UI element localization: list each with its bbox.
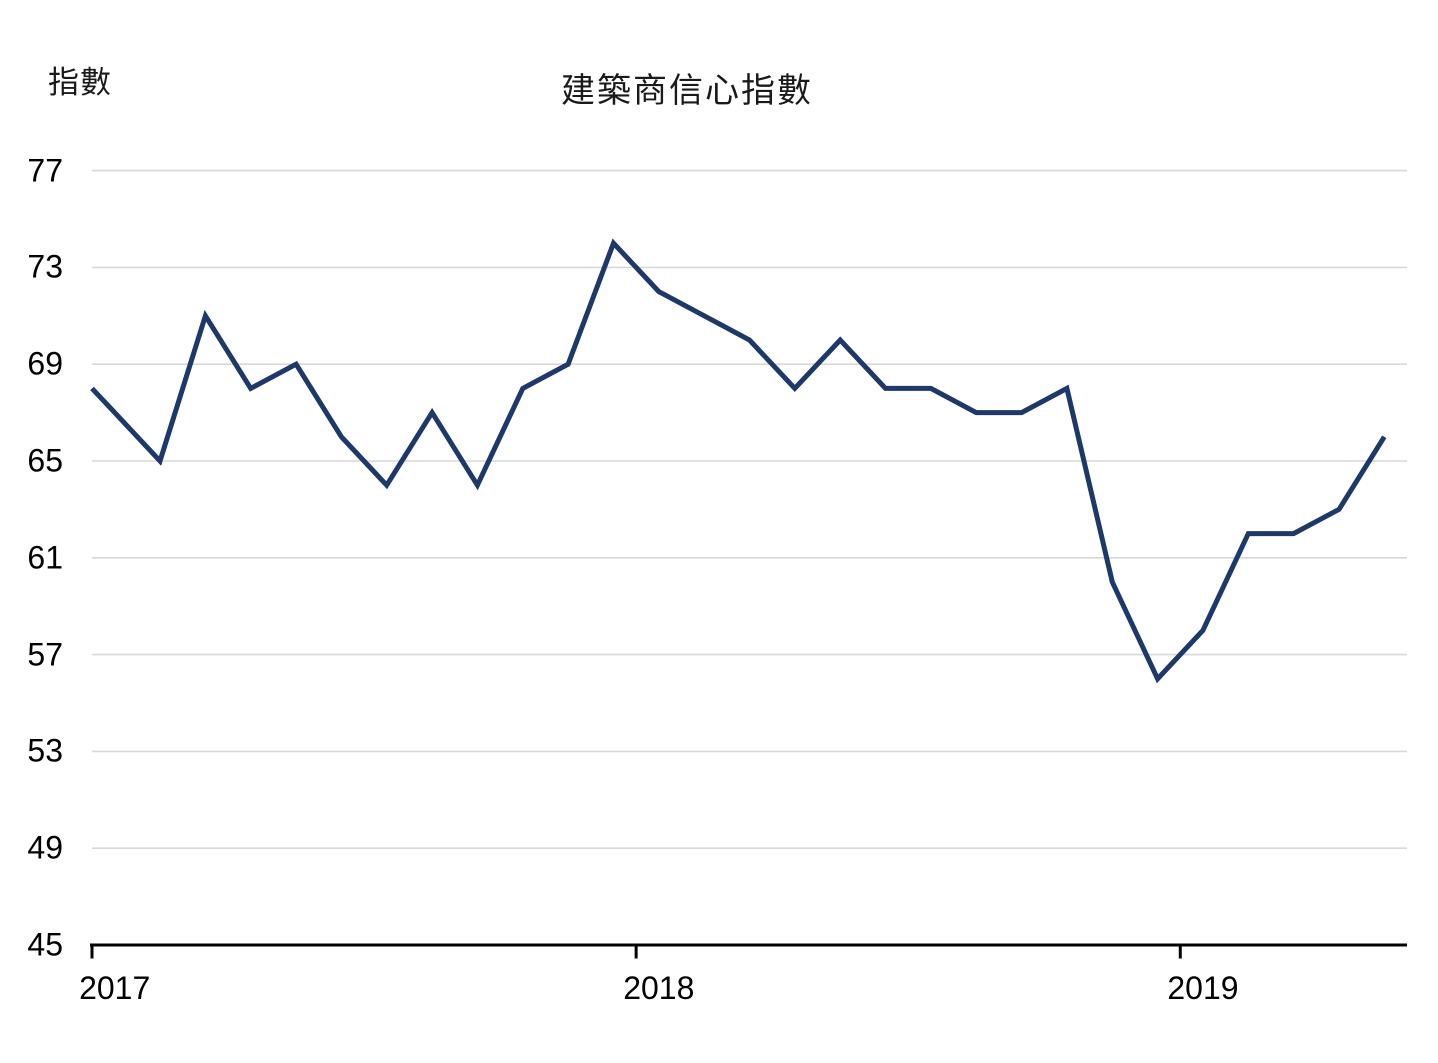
x-tick-label-2018: 2018 [623, 970, 695, 1006]
chart-title: 建築商信心指數 [561, 72, 813, 110]
x-tick-label-2019: 2019 [1167, 970, 1239, 1006]
y-tick-label: 65 [27, 442, 63, 479]
y-tick-label: 69 [27, 345, 63, 382]
y-tick-label: 73 [27, 248, 63, 285]
y-tick-label: 53 [27, 732, 63, 769]
y-tick-label: 49 [27, 829, 63, 866]
y-tick-label: 61 [27, 539, 63, 576]
y-tick-label: 57 [27, 636, 63, 673]
y-axis-unit-label: 指數 [48, 65, 112, 100]
y-tick-label: 45 [27, 926, 63, 963]
builder-confidence-data-line [90, 238, 1387, 684]
y-tick-label: 77 [27, 152, 63, 189]
x-tick-label-2017: 2017 [79, 970, 151, 1006]
